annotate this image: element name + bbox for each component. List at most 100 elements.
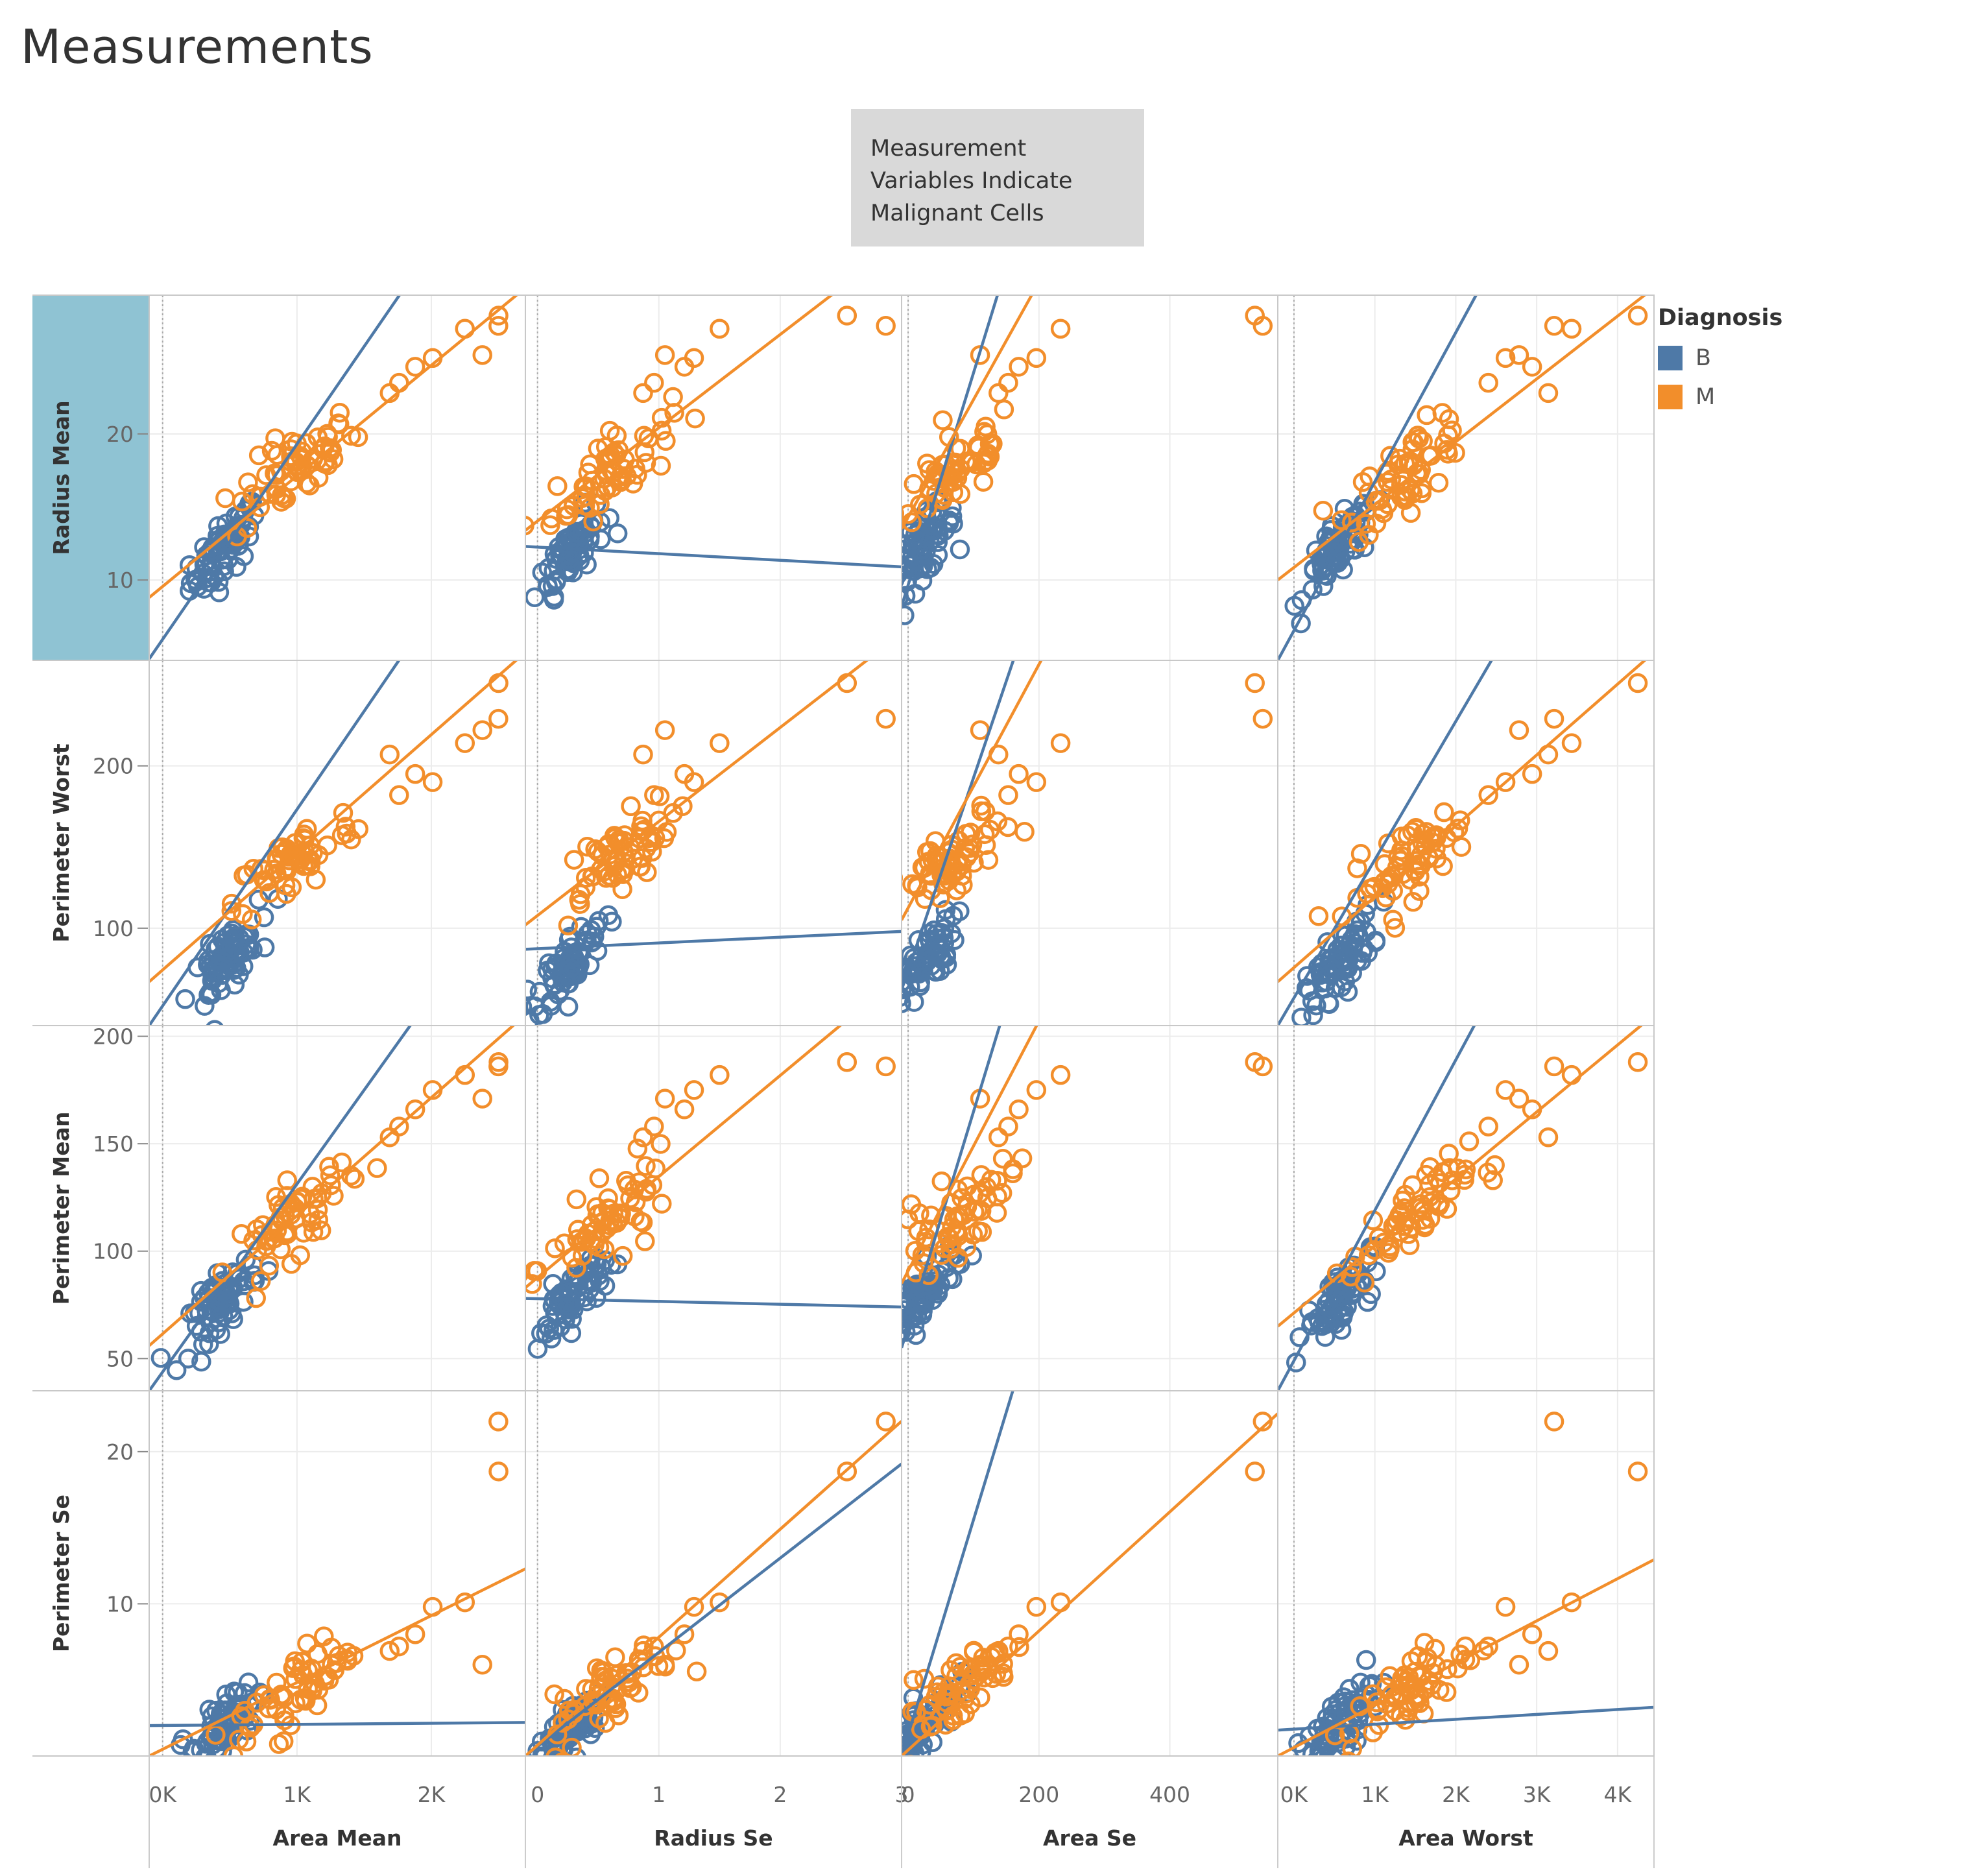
panel-perimeter-mean-vs-area-se[interactable] — [857, 1015, 1278, 1391]
point-m — [955, 1703, 975, 1724]
trend-line-b[interactable] — [1278, 1705, 1654, 1732]
point-m — [1428, 473, 1449, 493]
trend-line-m[interactable] — [902, 288, 1036, 530]
point-m — [547, 476, 568, 496]
point-m — [1478, 785, 1498, 805]
trend-line-b[interactable] — [902, 1391, 1014, 1756]
panel-perimeter-worst-vs-area-worst[interactable] — [1277, 652, 1655, 1026]
trend-line-m[interactable] — [1278, 1558, 1654, 1756]
point-b — [902, 565, 907, 584]
point-m — [909, 1203, 929, 1223]
panel-radius-mean-vs-area-se[interactable] — [880, 288, 1278, 661]
point-m — [287, 433, 307, 453]
panel-radius-mean-vs-area-mean[interactable] — [149, 288, 526, 661]
panel-radius-mean-vs-area-worst[interactable] — [1277, 288, 1655, 661]
point-m — [215, 488, 235, 509]
panel-perimeter-worst-vs-radius-se[interactable] — [514, 652, 902, 1028]
trend-line-b[interactable] — [525, 1462, 902, 1756]
panel-perimeter-worst-vs-area-mean[interactable] — [149, 652, 526, 1038]
point-b — [558, 562, 578, 582]
legend[interactable]: Diagnosis B M — [1658, 305, 1782, 416]
point-b — [902, 559, 918, 579]
point-m — [1050, 733, 1071, 753]
trend-line-m[interactable] — [902, 652, 1046, 921]
trend-line-m[interactable] — [525, 288, 841, 532]
panel-perimeter-mean-vs-radius-se[interactable] — [523, 1015, 902, 1391]
point-m — [1385, 918, 1406, 938]
point-m — [557, 499, 577, 520]
trend-line-m[interactable] — [149, 1567, 525, 1756]
point-m — [1026, 1080, 1047, 1100]
trend-line-m[interactable] — [525, 1015, 853, 1289]
panel-radius-mean-vs-radius-se[interactable] — [504, 288, 902, 661]
trend-line-b[interactable] — [525, 1297, 902, 1309]
trend-line-b[interactable] — [149, 288, 405, 660]
point-m — [1411, 460, 1431, 480]
trend-line-b[interactable] — [1278, 652, 1496, 1026]
trend-line-b[interactable] — [525, 545, 902, 569]
y-tick-label: 10 — [106, 568, 134, 593]
trend-line-m[interactable] — [1278, 1015, 1654, 1328]
x-tick-label: 3K — [1523, 1782, 1552, 1807]
point-m — [621, 796, 641, 817]
point-b — [218, 549, 238, 570]
trend-line-b[interactable] — [902, 288, 1000, 607]
point-m — [1342, 512, 1362, 533]
trend-line-b[interactable] — [525, 930, 902, 951]
panel-perimeter-se-vs-area-worst[interactable] — [1277, 1390, 1655, 1799]
point-m — [1413, 431, 1433, 451]
trend-line-b[interactable] — [149, 652, 405, 1026]
col-label-radius-se: Radius Se — [654, 1825, 773, 1851]
legend-item-m[interactable]: M — [1658, 378, 1782, 416]
panel-perimeter-mean-vs-area-mean[interactable] — [149, 1015, 526, 1391]
trend-line-m[interactable] — [149, 652, 525, 983]
point-b — [1297, 966, 1317, 986]
trend-line-b[interactable] — [902, 1015, 1003, 1349]
marks — [902, 288, 1273, 625]
trend-line-m[interactable] — [1278, 652, 1654, 983]
point-b — [208, 1312, 229, 1332]
point-m — [654, 345, 675, 365]
trend-line-b[interactable] — [1278, 288, 1480, 660]
point-b — [1291, 1007, 1312, 1026]
trend-line-m[interactable] — [525, 652, 878, 926]
trend-line-m[interactable] — [902, 1015, 1042, 1284]
point-b — [588, 911, 609, 931]
trend-line-m[interactable] — [149, 288, 525, 599]
point-m — [1459, 1131, 1480, 1151]
point-m — [566, 1189, 587, 1210]
panel-perimeter-mean-vs-area-worst[interactable] — [1277, 1015, 1655, 1391]
point-m — [1544, 316, 1564, 336]
trend-line-m[interactable] — [902, 1412, 1278, 1756]
point-b — [1296, 978, 1317, 998]
trend-line-b[interactable] — [902, 652, 1016, 991]
trend-line-b[interactable] — [149, 1015, 418, 1391]
row-label-radius-mean: Radius Mean — [49, 400, 74, 555]
trend-line-m[interactable] — [1278, 288, 1654, 581]
point-m — [1450, 1644, 1470, 1665]
trend-line-b[interactable] — [1278, 1015, 1480, 1391]
point-b — [903, 1766, 920, 1783]
trend-line-m[interactable] — [525, 1420, 902, 1756]
point-m — [1495, 348, 1516, 368]
point-m — [291, 1660, 311, 1680]
y-tick-label: 50 — [106, 1346, 134, 1371]
point-b — [920, 929, 940, 950]
point-m — [612, 1245, 633, 1266]
marks — [525, 1015, 902, 1359]
panel-perimeter-se-vs-radius-se[interactable] — [501, 1390, 902, 1794]
panel-perimeter-worst-vs-area-se[interactable] — [877, 652, 1278, 1026]
point-m — [472, 1655, 492, 1675]
trend-line-m[interactable] — [149, 1015, 525, 1347]
point-m — [566, 1258, 586, 1278]
point-b — [1330, 548, 1350, 568]
point-m — [328, 413, 348, 433]
point-m — [1509, 1088, 1529, 1109]
point-m — [389, 785, 409, 805]
panel-perimeter-se-vs-area-se[interactable] — [874, 1390, 1278, 1785]
legend-item-b[interactable]: B — [1658, 339, 1782, 378]
point-m — [674, 764, 695, 784]
x-tick-label: 1K — [1361, 1782, 1389, 1807]
panel-perimeter-se-vs-area-mean[interactable] — [149, 1390, 526, 1794]
